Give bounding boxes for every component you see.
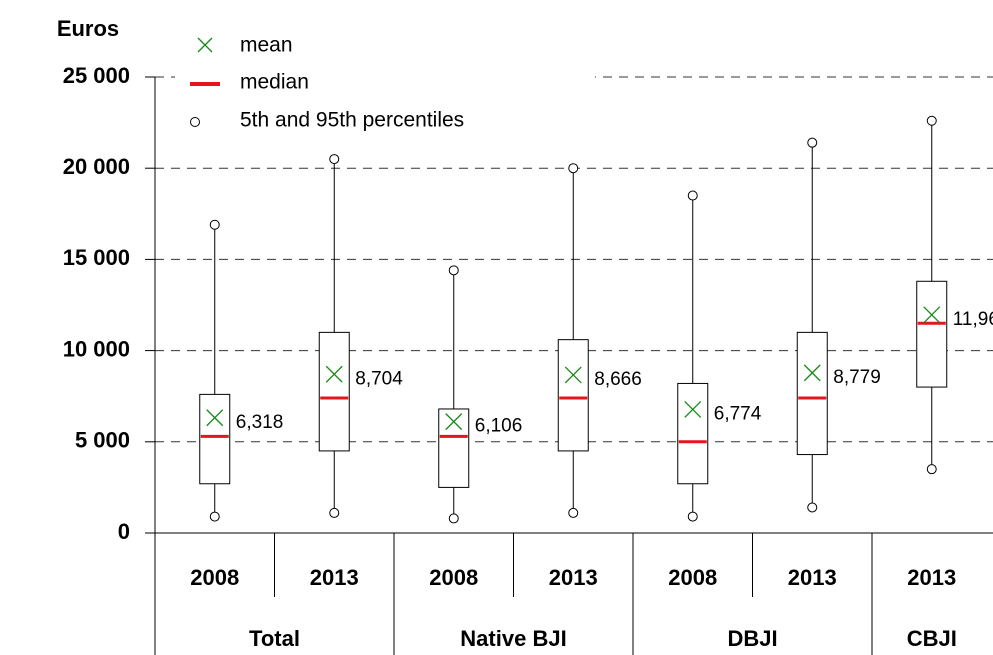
x-tick-label: 2013	[549, 565, 598, 590]
box	[438, 408, 470, 488]
percentile-95	[926, 115, 937, 126]
percentile-5	[568, 507, 579, 518]
percentile-5	[329, 507, 340, 518]
group-label: DBJI	[727, 626, 777, 651]
group-label: CBJI	[907, 626, 957, 651]
y-tick-label: 20 000	[63, 154, 130, 179]
percentile-5	[807, 502, 818, 513]
group-label: Total	[249, 626, 300, 651]
mean-label: 8,666	[594, 369, 642, 390]
box	[796, 331, 828, 456]
percentile-95	[329, 154, 340, 165]
box	[318, 331, 350, 452]
y-tick-label: 15 000	[63, 245, 130, 270]
cross-stroke	[923, 306, 941, 324]
cross-stroke	[445, 413, 463, 431]
percentile-5	[209, 511, 220, 522]
legend-label: 5th and 95th percentiles	[240, 109, 464, 132]
percentile-5	[687, 511, 698, 522]
x-tick-label: 2008	[190, 565, 239, 590]
x-tick-label: 2008	[429, 565, 478, 590]
y-tick-label: 5 000	[75, 428, 130, 453]
cross-stroke	[803, 364, 821, 382]
x-tick-label: 2013	[907, 565, 956, 590]
x-tick-label: 2008	[668, 565, 717, 590]
box	[199, 393, 231, 485]
y-tick-label: 0	[118, 519, 130, 544]
percentile-95	[687, 190, 698, 201]
percentile-95	[807, 137, 818, 148]
box	[916, 280, 948, 388]
percentile-95	[568, 163, 579, 174]
legend-label: mean	[240, 34, 293, 57]
box	[677, 382, 709, 485]
mean-label: 6,318	[236, 412, 284, 433]
mean-marker	[923, 306, 941, 324]
percentile-5	[448, 513, 459, 524]
mean-marker	[206, 409, 224, 427]
cross-stroke	[325, 365, 343, 383]
mean-label: 8,704	[355, 368, 403, 389]
percentile-95	[448, 265, 459, 276]
mean-marker	[445, 413, 463, 431]
mean-label: 6,774	[714, 403, 762, 424]
legend-percentile-marker	[190, 117, 200, 127]
group-label: Native BJI	[460, 626, 566, 651]
x-tick-label: 2013	[788, 565, 837, 590]
cross-stroke	[564, 366, 582, 384]
cross-stroke	[206, 409, 224, 427]
mean-label: 8,779	[833, 367, 881, 388]
mean-marker	[564, 366, 582, 384]
mean-label: 11,960	[953, 309, 993, 330]
percentile-95	[209, 219, 220, 230]
legend-background	[175, 28, 595, 138]
y-tick-label: 25 000	[63, 63, 130, 88]
mean-marker	[684, 400, 702, 418]
mean-marker	[325, 365, 343, 383]
mean-label: 6,106	[475, 416, 523, 437]
box	[557, 339, 589, 452]
legend-mean-marker	[197, 37, 213, 53]
percentile-5	[926, 464, 937, 475]
cross-stroke	[684, 400, 702, 418]
mean-marker	[803, 364, 821, 382]
y-tick-label: 10 000	[63, 336, 130, 361]
y-axis-label: Euros	[57, 16, 119, 41]
legend-label: median	[240, 71, 309, 94]
x-tick-label: 2013	[310, 565, 359, 590]
cross-stroke	[197, 37, 213, 53]
